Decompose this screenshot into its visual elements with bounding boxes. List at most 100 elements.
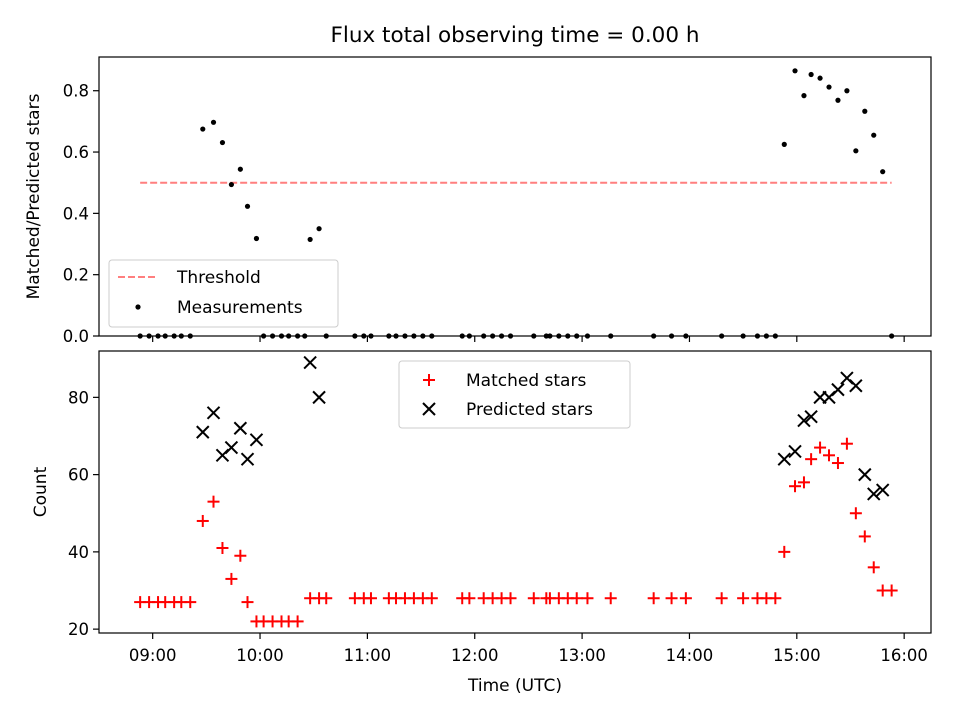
legend-matched-label: Matched stars — [466, 371, 586, 391]
predicted-star-marker — [303, 355, 317, 370]
measurement-point — [826, 84, 832, 90]
bottom-y-tick-label: 60 — [68, 466, 89, 485]
matched-star-marker — [737, 592, 750, 605]
top-y-tick-label: 0.8 — [63, 82, 89, 101]
matched-star-marker — [291, 615, 304, 628]
matched-star-marker — [831, 457, 844, 470]
measurement-point — [237, 166, 243, 172]
matched-star-marker — [425, 592, 438, 605]
bottom-x-tick-label: 10:00 — [236, 646, 284, 665]
predicted-star-marker — [849, 379, 863, 393]
predicted-star-marker — [788, 444, 802, 459]
legend-measurements-label: Measurements — [177, 298, 303, 318]
matched-star-marker — [463, 592, 476, 605]
top-chart-title: Flux total observing time = 0.00 h — [331, 23, 700, 48]
predicted-star-marker-b — [840, 371, 854, 385]
predicted-star-marker — [875, 483, 890, 497]
predicted-star-marker-b — [312, 390, 326, 405]
matched-star-marker — [778, 545, 791, 558]
matched-star-marker — [604, 592, 617, 605]
top-panel: 0.00.20.40.60.8 Matched/Predicted stars … — [24, 56, 932, 346]
bottom-y-tick-label: 20 — [68, 620, 89, 639]
predicted-star-markers — [196, 355, 890, 501]
predicted-star-marker-b — [196, 425, 210, 439]
matched-star-marker — [858, 530, 871, 543]
matched-star-marker — [647, 592, 660, 605]
measurement-point — [871, 132, 877, 138]
measurement-point — [781, 141, 787, 147]
top-y-tick-label: 0.6 — [63, 143, 89, 162]
matched-star-marker — [679, 592, 692, 605]
matched-star-marker — [527, 592, 540, 605]
matched-star-marker — [797, 476, 810, 489]
top-y-tick-label: 0.4 — [63, 204, 89, 223]
matched-star-marker — [207, 495, 220, 508]
predicted-star-marker — [797, 413, 811, 428]
matched-star-marker — [241, 596, 254, 609]
matched-star-marker — [805, 453, 818, 466]
measurement-point — [219, 139, 226, 146]
predicted-star-marker-b — [867, 487, 881, 501]
measurement-point — [835, 97, 841, 103]
top-y-tick-label: 0.0 — [63, 327, 89, 346]
bottom-plot-frame — [98, 350, 932, 634]
measurement-point — [210, 119, 217, 125]
measurement-point — [253, 235, 260, 242]
matched-star-marker — [849, 507, 862, 520]
legend-predicted-label: Predicted stars — [466, 400, 593, 420]
measurement-point — [801, 93, 807, 99]
top-y-axis-label: Matched/Predicted stars — [24, 93, 44, 299]
measurement-point — [792, 68, 798, 74]
measurement-point — [880, 169, 886, 175]
bottom-x-ticks: 09:00 10:00 11:00 12:00 13:00 14:00 15:00 16:00 — [129, 633, 928, 665]
matched-star-marker — [364, 592, 377, 605]
matched-star-marker — [216, 542, 229, 555]
matched-star-marker — [196, 514, 209, 527]
predicted-star-marker-b — [875, 483, 890, 497]
measurement-point — [817, 75, 823, 81]
bottom-x-tick-label: 14:00 — [666, 646, 714, 665]
bottom-y-tick-label: 40 — [68, 543, 89, 562]
matched-star-marker — [581, 592, 594, 605]
predicted-star-marker — [312, 390, 326, 405]
predicted-star-marker — [224, 440, 239, 455]
matched-star-marker — [570, 592, 583, 605]
top-y-ticks: 0.0 0.2 0.4 0.6 0.8 — [63, 82, 99, 346]
bottom-x-axis-label: Time (UTC) — [467, 676, 562, 696]
top-y-tick-label: 0.2 — [63, 266, 89, 285]
bottom-panel: 20 40 60 80 09:00 10:00 11:00 12:00 13:00 14:00 1… — [31, 350, 932, 696]
bottom-y-tick-label: 80 — [68, 388, 89, 407]
measurement-point — [244, 203, 251, 209]
matched-star-marker — [814, 441, 827, 454]
bottom-x-tick-label: 16:00 — [880, 646, 928, 665]
predicted-star-marker — [867, 487, 881, 501]
predicted-star-marker-b — [849, 379, 863, 393]
predicted-star-marker-b — [788, 444, 802, 459]
predicted-star-marker-b — [831, 382, 845, 397]
measurement-point — [853, 148, 859, 154]
predicted-star-marker — [858, 467, 872, 482]
bottom-x-tick-label: 15:00 — [773, 646, 821, 665]
measurement-point — [307, 236, 313, 243]
matched-star-marker — [867, 561, 880, 574]
predicted-star-marker-b — [206, 406, 221, 420]
matched-star-markers — [134, 437, 898, 628]
bottom-legend-box — [398, 360, 631, 429]
predicted-star-marker — [249, 433, 264, 447]
matched-star-marker — [234, 549, 247, 562]
measurement-point — [844, 88, 850, 94]
matched-star-marker — [715, 592, 728, 605]
bottom-legend: Matched stars Predicted stars — [398, 360, 631, 429]
predicted-star-marker-b — [858, 467, 872, 482]
legend-matched-swatch — [423, 374, 435, 386]
predicted-star-marker — [804, 409, 818, 424]
predicted-star-marker — [777, 452, 791, 466]
top-x-ticks — [152, 336, 905, 342]
measurement-points — [137, 68, 895, 339]
predicted-star-marker — [233, 421, 248, 435]
matched-star-marker — [225, 572, 238, 585]
matched-star-marker — [840, 437, 853, 450]
bottom-y-ticks: 20 40 60 80 — [68, 388, 99, 639]
